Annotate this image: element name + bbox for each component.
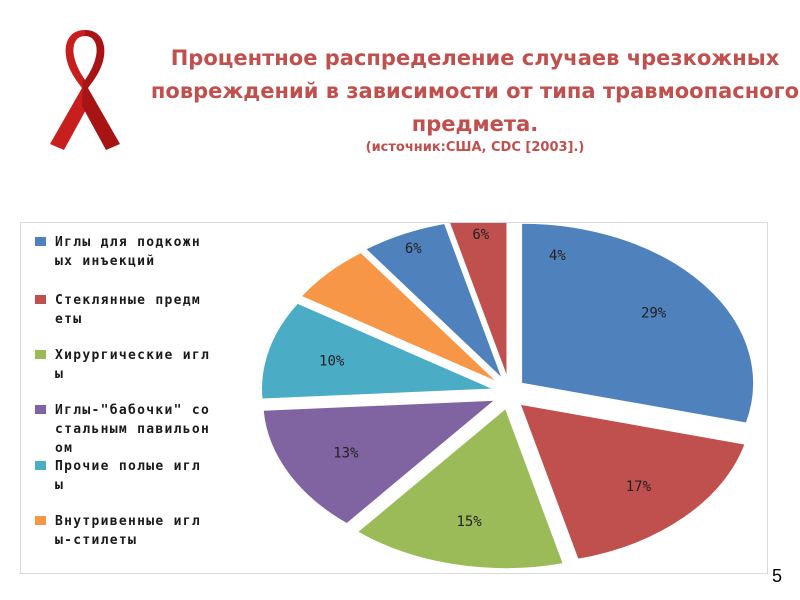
pie-slice bbox=[449, 223, 508, 378]
slice-label: 4% bbox=[549, 248, 566, 264]
slice-label: 10% bbox=[319, 353, 345, 369]
legend-swatch bbox=[35, 350, 46, 359]
slice-label: 15% bbox=[456, 514, 482, 530]
legend-label: Прочие полые игл ы bbox=[55, 459, 202, 493]
legend-swatch bbox=[35, 237, 46, 246]
slice-label: 6% bbox=[405, 241, 422, 257]
pie-slice bbox=[356, 407, 564, 570]
pie-slice bbox=[261, 302, 494, 400]
slice-label: 13% bbox=[333, 446, 359, 462]
red-ribbon-logo bbox=[50, 30, 120, 150]
pie-slice bbox=[364, 223, 503, 379]
legend-label: Стеклянные предм еты bbox=[55, 293, 202, 327]
slice-label: 29% bbox=[641, 306, 667, 322]
legend-label: Внутривенные игл ы-стилеты bbox=[55, 514, 202, 548]
legend-swatch bbox=[35, 516, 46, 525]
legend-label: Иглы-"бабочки" со стальным павильон ом bbox=[55, 403, 211, 456]
chart-title-line-3: предмета. bbox=[411, 112, 539, 136]
chart-frame: Иглы для подкожн ых инъекций Стеклянные … bbox=[20, 222, 768, 574]
pie-slice bbox=[519, 403, 746, 560]
slice-label: 17% bbox=[626, 479, 652, 495]
pie-slice bbox=[300, 251, 498, 383]
page-number: 5 bbox=[772, 566, 783, 586]
legend-label: Иглы для подкожн ых инъекций bbox=[55, 235, 202, 269]
chart-title-line-1: Процентное распределение случаев чрезкож… bbox=[170, 46, 780, 70]
pie-chart: 29% 17% 15% 13% 10% 6% 6% 4% bbox=[261, 223, 755, 570]
legend-label: Хирургические игл ы bbox=[55, 348, 211, 382]
legend-swatch bbox=[35, 405, 46, 414]
legend-swatch bbox=[35, 461, 46, 470]
pie-slice bbox=[262, 399, 497, 525]
chart-source: (источник:США, CDC [2003].) bbox=[365, 140, 585, 155]
chart-title-line-2: повреждений в зависимости от типа травмо… bbox=[150, 79, 800, 103]
legend-swatch bbox=[35, 295, 46, 304]
pie-slice bbox=[521, 223, 755, 424]
slice-label: 6% bbox=[472, 227, 489, 243]
